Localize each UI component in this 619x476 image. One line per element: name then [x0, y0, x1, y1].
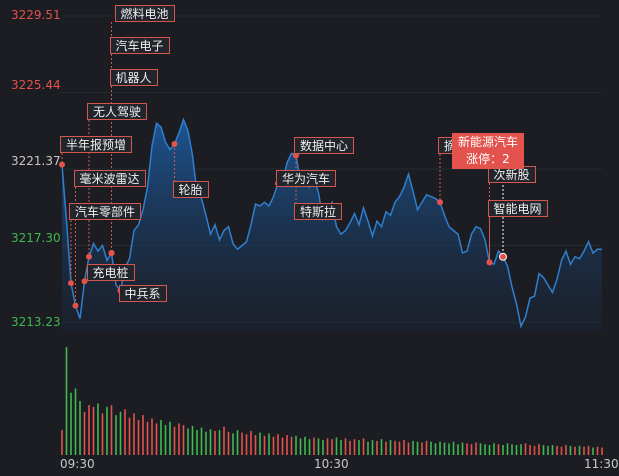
price-area — [62, 119, 602, 332]
event-tag-11[interactable]: 特斯拉 — [294, 203, 343, 220]
highlight-subtitle: 涨停：2 — [466, 152, 510, 166]
y-tick-label-4: 3213.23 — [11, 315, 61, 329]
y-tick-label-0: 3229.51 — [11, 8, 61, 22]
marker-dot-5 — [72, 302, 79, 309]
marker-dot-9 — [171, 141, 178, 148]
x-tick-label-2: 11:30 — [584, 457, 619, 471]
event-tag-8[interactable]: 中兵系 — [118, 285, 167, 302]
y-tick-label-1: 3225.44 — [11, 77, 61, 92]
price-line — [61, 117, 602, 329]
event-tag-9[interactable]: 轮胎 — [172, 181, 209, 198]
event-tag-5[interactable]: 毫米波雷达 — [73, 170, 146, 187]
event-tag-7[interactable]: 充电桩 — [86, 264, 135, 281]
y-tick-label-3: 3217.30 — [11, 230, 61, 245]
event-tag-14[interactable]: 次新股 — [487, 166, 536, 183]
highlight-tag[interactable]: 新能源汽车 涨停：2 — [452, 133, 524, 169]
marker-dot-15 — [486, 259, 493, 266]
x-tick-label-1: 10:30 — [314, 457, 349, 471]
event-tag-4[interactable]: 半年报预增 — [60, 136, 133, 153]
marker-dot-13 — [437, 199, 443, 206]
event-tag-6[interactable]: 汽车零部件 — [69, 203, 142, 220]
event-tag-10[interactable]: 华为汽车 — [276, 170, 337, 187]
event-tag-0[interactable]: 燃料电池 — [114, 5, 175, 22]
marker-dot-4 — [59, 161, 65, 168]
event-tag-3[interactable]: 无人驾驶 — [87, 103, 148, 120]
event-tag-1[interactable]: 汽车电子 — [109, 37, 170, 54]
marker-dot-3 — [86, 253, 92, 260]
event-tag-15[interactable]: 智能电网 — [487, 200, 548, 217]
highlight-title: 新能源汽车 — [457, 135, 518, 149]
highlight-dot — [499, 252, 507, 261]
event-tag-2[interactable]: 机器人 — [109, 69, 158, 86]
marker-dot-2 — [108, 250, 115, 257]
y-tick-label-2: 3221.37 — [11, 154, 61, 168]
event-tag-12[interactable]: 数据中心 — [294, 137, 355, 154]
x-tick-label-0: 09:30 — [60, 457, 95, 471]
marker-dot-7 — [81, 278, 88, 285]
marker-dot-6 — [68, 280, 74, 287]
volume-bars — [61, 347, 603, 455]
